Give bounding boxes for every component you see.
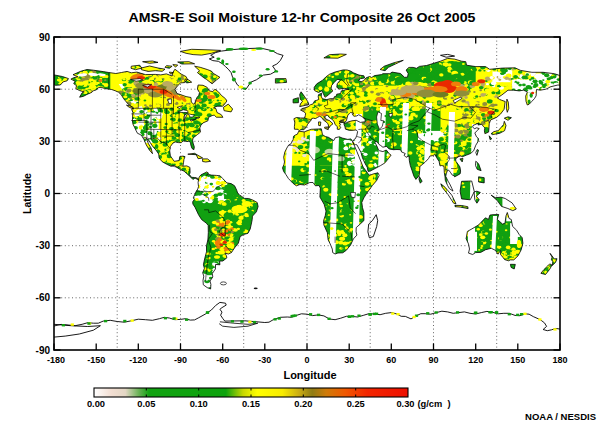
svg-text:90: 90 bbox=[428, 355, 438, 365]
svg-text:-180: -180 bbox=[47, 355, 65, 365]
svg-text:90: 90 bbox=[39, 32, 51, 43]
svg-text:-60: -60 bbox=[36, 292, 51, 303]
svg-text:0: 0 bbox=[44, 188, 50, 199]
svg-text:-90: -90 bbox=[174, 355, 187, 365]
svg-text:(g/cm ): (g/cm ) bbox=[418, 399, 451, 409]
svg-text:30: 30 bbox=[344, 355, 354, 365]
svg-text:0.10: 0.10 bbox=[190, 399, 208, 409]
svg-text:0.05: 0.05 bbox=[137, 399, 155, 409]
svg-text:NOAA / NESDIS: NOAA / NESDIS bbox=[525, 411, 596, 422]
svg-text:60: 60 bbox=[386, 355, 396, 365]
svg-text:30: 30 bbox=[39, 136, 51, 147]
svg-text:-120: -120 bbox=[129, 355, 147, 365]
svg-text:60: 60 bbox=[39, 84, 51, 95]
svg-text:AMSR-E Soil Moisture 12-hr Com: AMSR-E Soil Moisture 12-hr Composite 26 … bbox=[129, 10, 476, 25]
svg-text:0.00: 0.00 bbox=[87, 399, 105, 409]
svg-text:150: 150 bbox=[510, 355, 525, 365]
svg-text:-60: -60 bbox=[216, 355, 229, 365]
svg-text:-30: -30 bbox=[258, 355, 271, 365]
svg-text:-30: -30 bbox=[36, 240, 51, 251]
svg-text:0.30: 0.30 bbox=[396, 399, 414, 409]
svg-text:-90: -90 bbox=[36, 345, 51, 356]
svg-text:0.25: 0.25 bbox=[347, 399, 365, 409]
svg-text:Longitude: Longitude bbox=[283, 369, 336, 381]
svg-text:0.20: 0.20 bbox=[294, 399, 312, 409]
svg-text:0: 0 bbox=[304, 355, 309, 365]
svg-text:Latitude: Latitude bbox=[21, 173, 33, 214]
svg-text:0.15: 0.15 bbox=[242, 399, 260, 409]
svg-text:180: 180 bbox=[552, 355, 567, 365]
svg-text:120: 120 bbox=[468, 355, 483, 365]
svg-text:-150: -150 bbox=[87, 355, 105, 365]
